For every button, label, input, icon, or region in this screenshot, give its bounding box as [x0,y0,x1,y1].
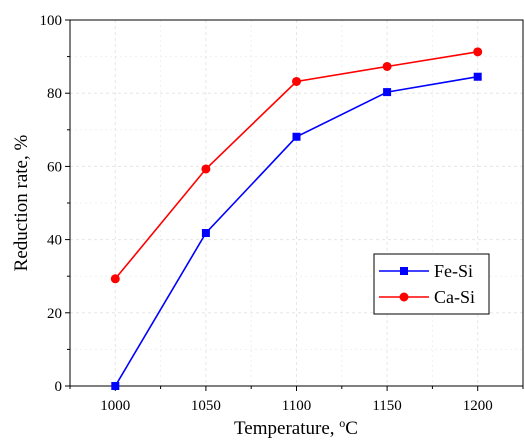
y-tick-label: 20 [47,306,62,322]
x-axis-title: Temperature, oC [234,416,358,439]
data-point-fe-si [201,229,210,238]
y-axis-title: Reduction rate, % [11,135,32,272]
data-point-fe-si [292,132,301,141]
data-point-fe-si [473,72,482,81]
data-point-fe-si [111,382,120,390]
data-point-ca-si [382,61,392,71]
series [110,47,483,390]
x-tick-label: 1150 [372,398,401,414]
legend-box [373,253,490,315]
x-tick-label: 1100 [282,398,311,414]
y-tick-label: 80 [47,86,62,102]
legend-marker-fe-si [400,267,408,275]
y-tick-label: 100 [40,13,63,29]
grid [69,20,524,386]
x-tick-label: 1000 [100,398,130,414]
x-tick-label: 1050 [191,398,221,414]
data-point-fe-si [383,88,392,97]
y-tick-label: 40 [47,233,62,249]
legend-marker-ca-si [399,292,409,302]
data-point-ca-si [110,274,120,284]
x-axis-title-degree: o [339,416,345,430]
axes: 0 20 40 60 80 100 1000 1050 1100 1150 1200 [40,13,524,414]
legend: Fe-Si Ca-Si [373,253,490,315]
x-axis-title-prefix: Temperature, [234,418,339,439]
data-point-ca-si [473,47,483,57]
data-point-ca-si [201,164,211,174]
legend-label-fe-si: Fe-Si [434,261,473,281]
x-tick-label: 1200 [463,398,493,414]
y-tick-label: 60 [47,159,62,175]
legend-label-ca-si: Ca-Si [434,287,475,307]
data-point-ca-si [292,76,301,86]
y-tick-label: 0 [55,379,63,395]
x-axis-title-unit: C [345,418,358,439]
